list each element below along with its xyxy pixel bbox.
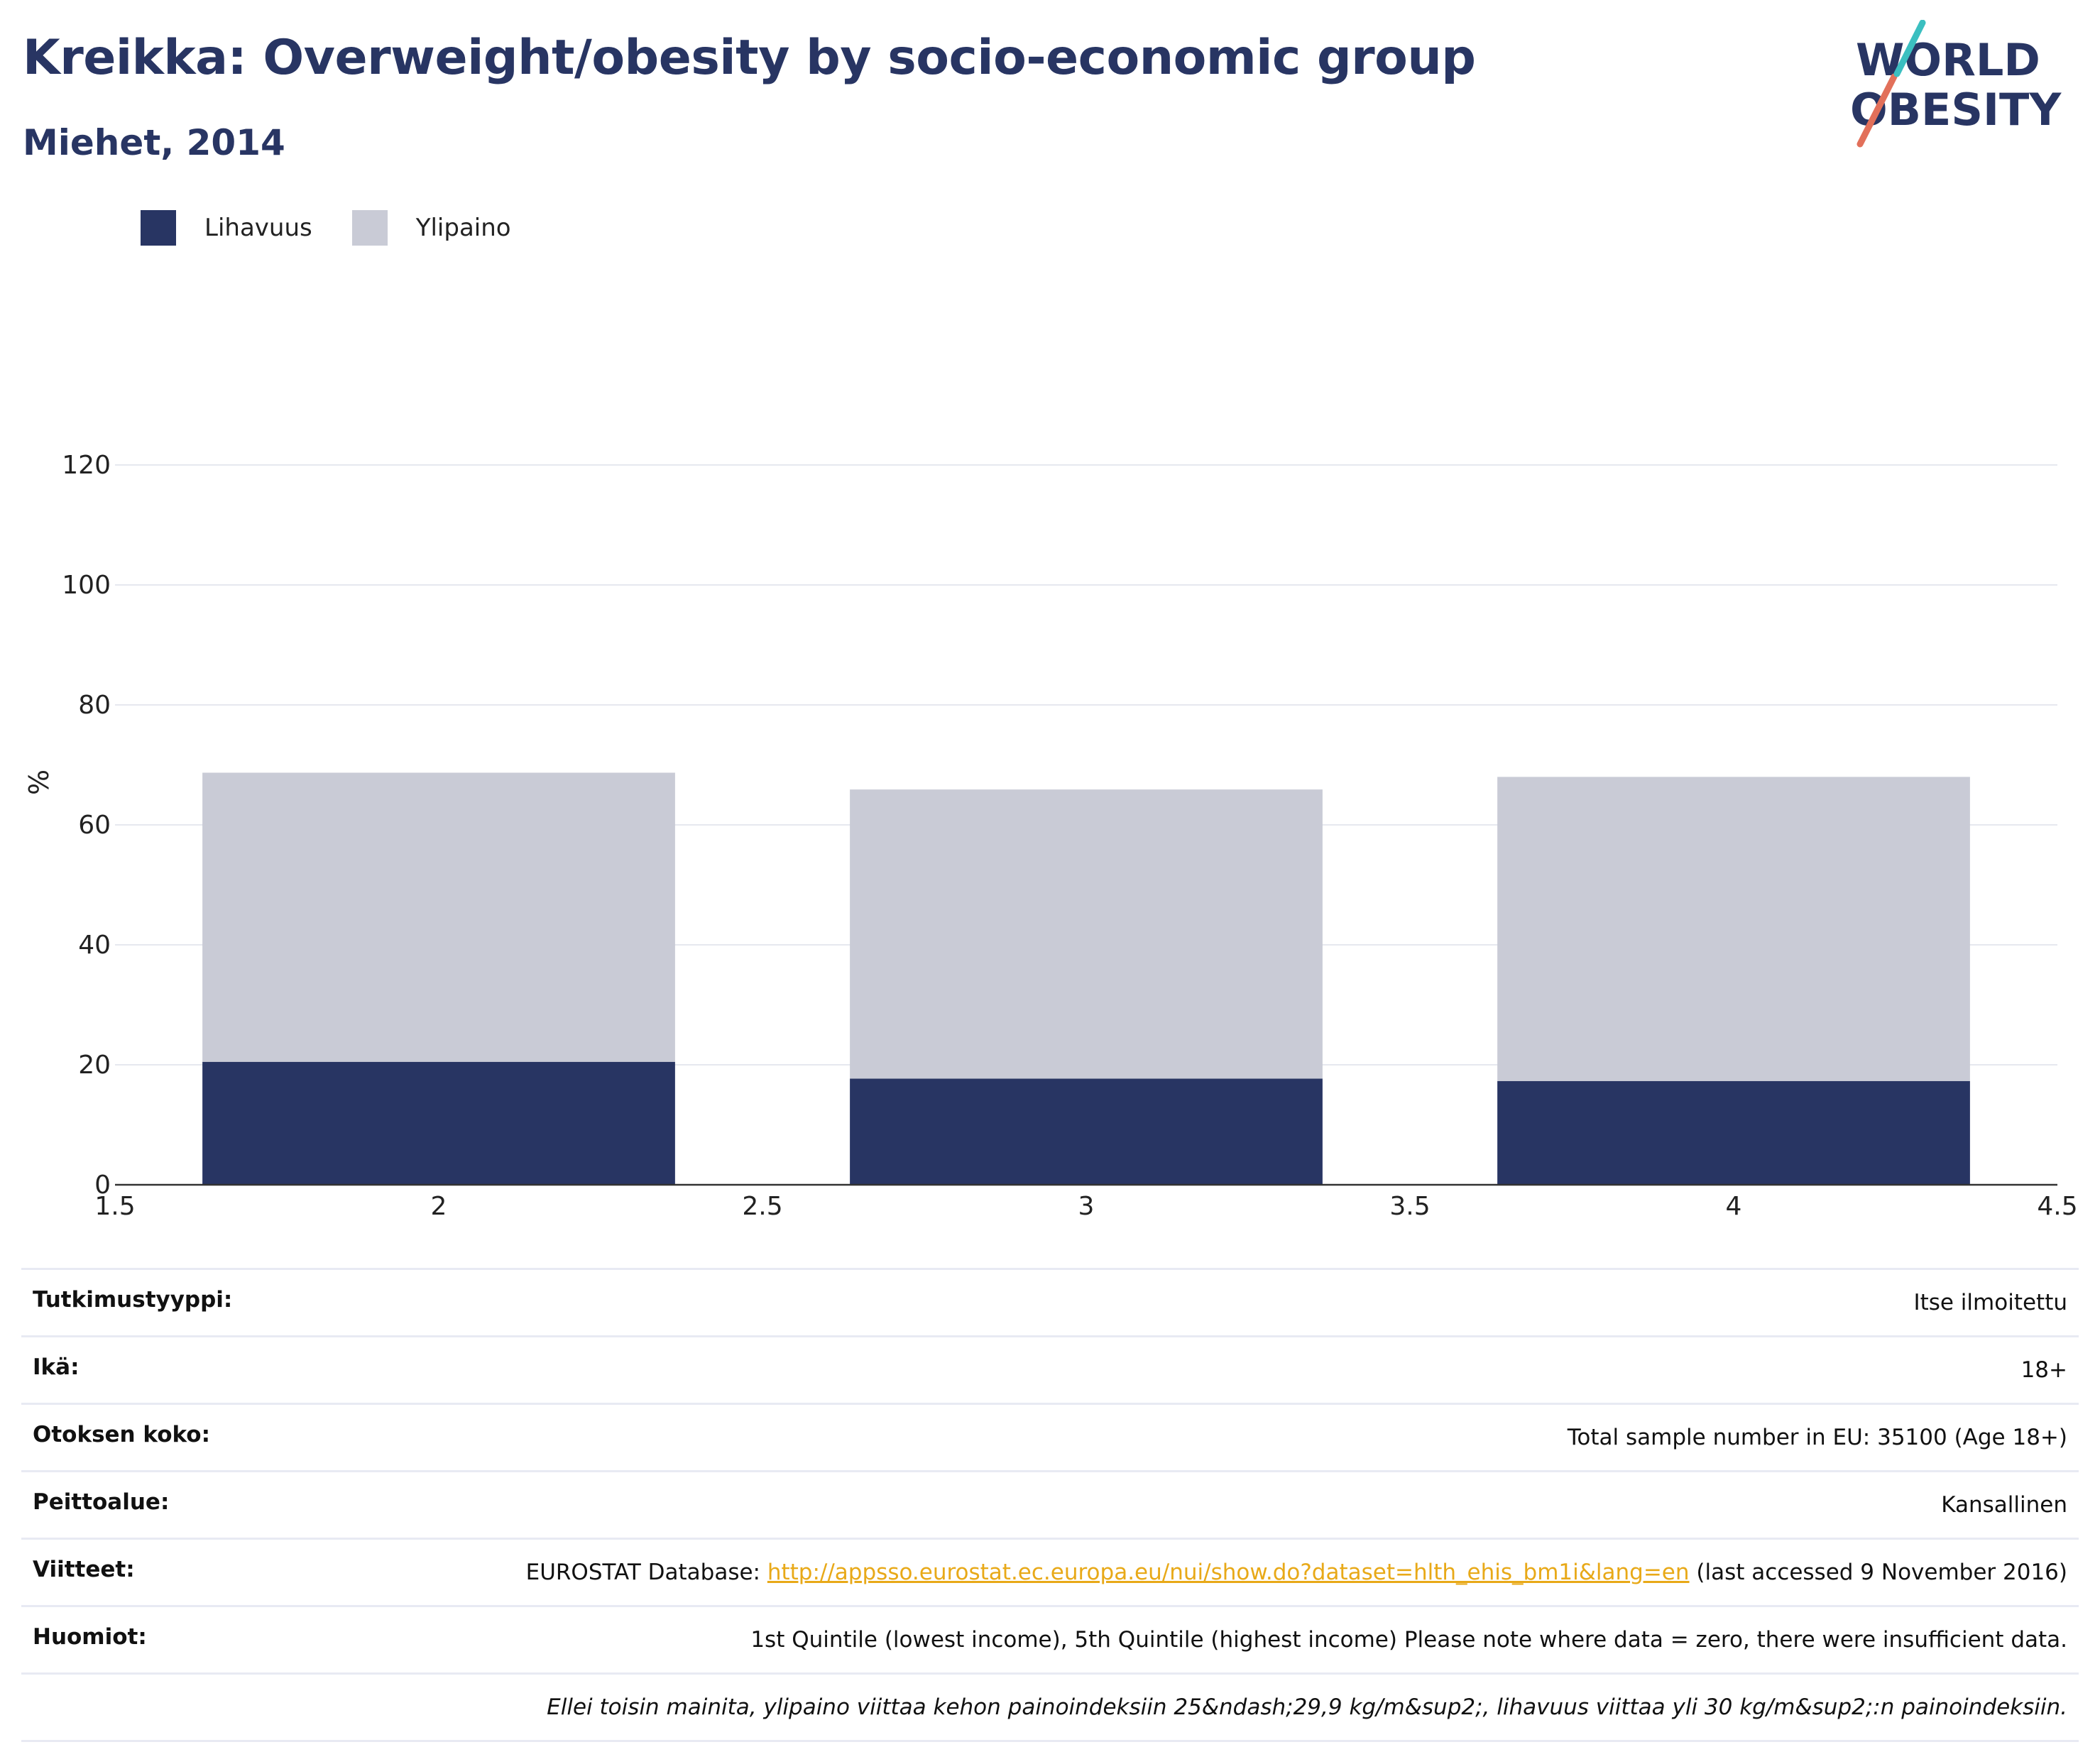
x-tick-label: 2.5	[742, 1192, 782, 1221]
bar-ylipaino	[850, 789, 1323, 1079]
coverage-value: Kansallinen	[413, 1470, 2079, 1539]
references-label: Viitteet:	[21, 1538, 413, 1606]
study-info-table: Tutkimustyyppi: Itse ilmoitettu Ikä: 18+…	[21, 1268, 2079, 1742]
x-tick-label: 4	[1726, 1192, 1742, 1221]
references-suffix: (last accessed 9 November 2016)	[1689, 1560, 2067, 1585]
y-tick-label: 40	[78, 931, 111, 960]
footnote: Ellei toisin mainita, ylipaino viittaa k…	[413, 1672, 2079, 1742]
y-tick-label: 20	[78, 1051, 111, 1080]
study-type-label: Tutkimustyyppi:	[21, 1268, 413, 1337]
legend-label-ylipaino: Ylipaino	[415, 214, 511, 242]
y-tick-label: 100	[62, 571, 111, 600]
chart-subtitle: Miehet, 2014	[23, 122, 285, 163]
axes: 0 20 40 60 80 100 120 1.5 2 2.5 3 3.5 4 4.5%	[23, 451, 2078, 1221]
logo-slash-top	[1893, 20, 1926, 77]
legend-label-lihavuus: Lihavuus	[204, 214, 312, 242]
logo-line2: OBESITY	[1850, 84, 2062, 136]
y-tick-label: 80	[78, 691, 111, 720]
legend-item-ylipaino[interactable]: Ylipaino	[351, 210, 511, 246]
bar-lihavuus	[1497, 1080, 1970, 1185]
references-prefix: EUROSTAT Database:	[525, 1560, 767, 1585]
legend-item-lihavuus[interactable]: Lihavuus	[141, 210, 312, 246]
y-tick-label: 0	[94, 1171, 111, 1200]
info-row-coverage: Peittoalue: Kansallinen	[21, 1470, 2079, 1539]
legend-swatch-ylipaino	[351, 210, 388, 246]
legend-swatch-lihavuus	[141, 210, 176, 246]
footnote-spacer	[21, 1672, 413, 1742]
coverage-label: Peittoalue:	[21, 1470, 413, 1539]
chart-legend: Lihavuus Ylipaino	[141, 210, 551, 246]
info-row-age: Ikä: 18+	[21, 1335, 2079, 1404]
x-tick-label: 2	[431, 1192, 447, 1221]
x-tick-label: 1.5	[94, 1192, 135, 1221]
chart-title: Kreikka: Overweight/obesity by socio-eco…	[23, 30, 1476, 86]
study-type-value: Itse ilmoitettu	[413, 1268, 2079, 1337]
notes-label: Huomiot:	[21, 1605, 413, 1674]
y-axis-title: %	[23, 770, 55, 795]
references-value: EUROSTAT Database: http://appsso.eurosta…	[413, 1538, 2079, 1606]
x-tick-label: 3.5	[1389, 1192, 1430, 1221]
x-tick-label: 4.5	[2037, 1192, 2077, 1221]
info-row-sample: Otoksen koko: Total sample number in EU:…	[21, 1403, 2079, 1472]
bars	[202, 772, 1970, 1185]
y-tick-label: 60	[78, 811, 111, 840]
bar-lihavuus	[202, 1061, 675, 1185]
sample-label: Otoksen koko:	[21, 1403, 413, 1472]
info-row-footnote: Ellei toisin mainita, ylipaino viittaa k…	[21, 1672, 2079, 1742]
sample-value: Total sample number in EU: 35100 (Age 18…	[413, 1403, 2079, 1472]
bar-ylipaino	[1497, 777, 1970, 1081]
x-tick-label: 3	[1078, 1192, 1095, 1221]
info-row-references: Viitteet: EUROSTAT Database: http://apps…	[21, 1538, 2079, 1606]
age-label: Ikä:	[21, 1335, 413, 1404]
info-row-study-type: Tutkimustyyppi: Itse ilmoitettu	[21, 1268, 2079, 1337]
world-obesity-logo: WORLD OBESITY	[1850, 20, 2062, 148]
stacked-bar-chart: 0 20 40 60 80 100 120 1.5 2 2.5 3 3.5 4 4.5%	[23, 451, 2078, 1221]
logo-line1: WORLD	[1856, 34, 2040, 86]
bar-ylipaino	[202, 772, 675, 1062]
age-value: 18+	[413, 1335, 2079, 1404]
logo-slash-bottom	[1856, 73, 1898, 148]
eurostat-link[interactable]: http://appsso.eurostat.ec.europa.eu/nui/…	[767, 1560, 1690, 1585]
notes-value: 1st Quintile (lowest income), 5th Quinti…	[413, 1605, 2079, 1674]
info-row-notes: Huomiot: 1st Quintile (lowest income), 5…	[21, 1605, 2079, 1674]
y-tick-label: 120	[62, 451, 111, 480]
bar-lihavuus	[850, 1078, 1323, 1185]
